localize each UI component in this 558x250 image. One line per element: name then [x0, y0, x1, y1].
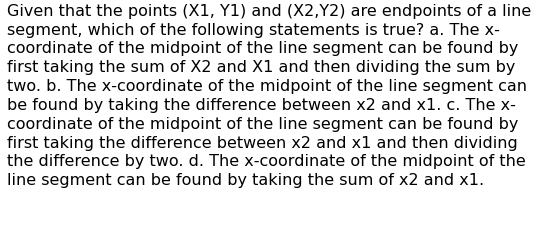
- Text: Given that the points (X1, Y1) and (X2,Y2) are endpoints of a line
segment, whic: Given that the points (X1, Y1) and (X2,Y…: [7, 4, 532, 188]
